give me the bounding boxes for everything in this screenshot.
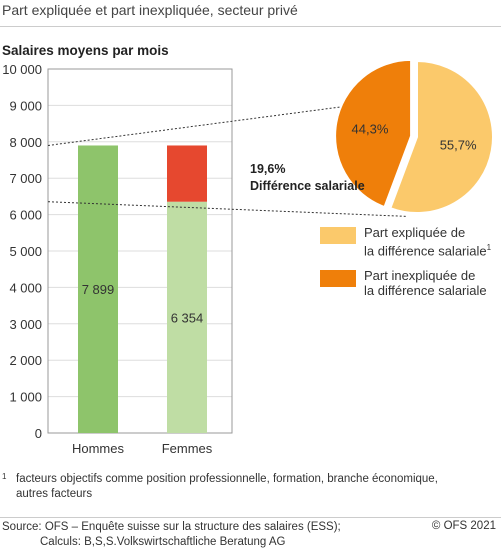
- chart-title: Part expliquée et part inexpliquée, sect…: [2, 2, 298, 18]
- salary-chart: 0 1 000 2 000 3 000 4 000 5 000 6 000 7 000 8 00…: [2, 58, 494, 456]
- bar-difference-segment: [167, 145, 207, 202]
- legend-unexplained-line1: Part inexpliquée de: [364, 268, 476, 284]
- x-category-label: Hommes: [72, 441, 125, 456]
- legend-explained-line2: la différence salariale: [364, 243, 487, 259]
- legend-label-explained: Part expliquée de la différence salariale…: [364, 225, 501, 258]
- pie-slice-unexplained: [334, 58, 413, 209]
- bars: 7 899 6 354: [78, 145, 207, 434]
- pie-slice-explained: [389, 59, 494, 214]
- bar-hommes: [78, 145, 118, 434]
- y-tick-label: 10 000: [2, 62, 42, 77]
- y-axis-ticks: 0 1 000 2 000 3 000 4 000 5 000 6 000 7 000 8 00…: [2, 62, 42, 441]
- source-note: Source: OFS – Enquête suisse sur la stru…: [2, 520, 341, 550]
- pie-chart: 55,7% 44,3%: [334, 58, 494, 214]
- legend-item-unexplained: Part inexpliquée de la différence salaria…: [320, 268, 501, 298]
- legend-unexplained-line2: la différence salariale: [364, 283, 487, 299]
- y-tick-label: 9 000: [9, 98, 42, 113]
- y-tick-label: 0: [35, 426, 42, 441]
- connector-upper: [47, 105, 352, 146]
- legend-item-explained: Part expliquée de la différence salariale…: [320, 225, 501, 258]
- legend-explained-line1: Part expliquée de: [364, 225, 466, 240]
- y-tick-label: 3 000: [9, 317, 42, 332]
- pie-legend: Part expliquée de la différence salariale…: [320, 225, 501, 308]
- bar-value-label: 6 354: [171, 310, 204, 325]
- source-line-1: Source: OFS – Enquête suisse sur la stru…: [2, 521, 341, 533]
- pie-value-label: 55,7%: [440, 137, 477, 152]
- footnote: 1 facteurs objectifs comme position prof…: [2, 472, 472, 502]
- y-tick-label: 1 000: [9, 390, 42, 405]
- x-category-label: Femmes: [162, 441, 213, 456]
- difference-text-label: Différence salariale: [250, 179, 365, 193]
- y-tick-label: 5 000: [9, 244, 42, 259]
- copyright: © OFS 2021: [431, 520, 496, 532]
- legend-label-unexplained: Part inexpliquée de la différence salaria…: [364, 268, 501, 298]
- footnote-marker: 1: [2, 472, 7, 481]
- plot-frame: [47, 68, 233, 434]
- legend-swatch-explained: [320, 227, 356, 244]
- y-tick-label: 2 000: [9, 353, 42, 368]
- y-tick-label: 6 000: [9, 208, 42, 223]
- top-divider: [0, 26, 501, 27]
- connector-lines: [47, 105, 408, 217]
- source-line-2: Calculs: B,S,S.Volkswirtschaftliche Bera…: [40, 536, 286, 548]
- y-tick-label: 7 000: [9, 171, 42, 186]
- bottom-divider: [0, 517, 501, 518]
- difference-percent-label: 19,6%: [250, 162, 285, 176]
- bar-value-label: 7 899: [82, 282, 115, 297]
- x-axis-labels: Hommes Femmes: [72, 441, 213, 456]
- y-axis-title: Salaires moyens par mois: [2, 43, 169, 58]
- footnote-text: facteurs objectifs comme position profes…: [16, 473, 438, 500]
- y-tick-label: 8 000: [9, 135, 42, 150]
- bar-femmes: [167, 201, 207, 433]
- pie-value-label: 44,3%: [352, 121, 389, 136]
- legend-swatch-unexplained: [320, 270, 356, 288]
- legend-footnote-ref: 1: [486, 243, 492, 252]
- y-tick-label: 4 000: [9, 280, 42, 295]
